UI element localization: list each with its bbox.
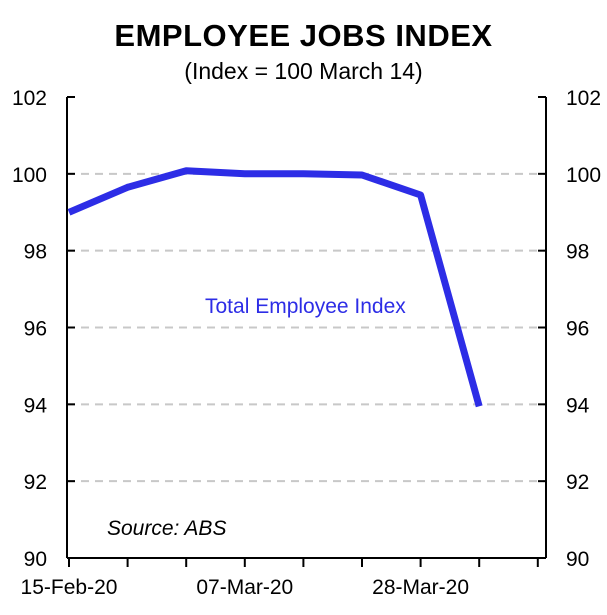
series-label: Total Employee Index bbox=[205, 295, 406, 318]
y-tick-label-left: 90 bbox=[24, 548, 47, 571]
left-y-tick-labels: 90 92 94 96 98 100 102 bbox=[12, 87, 47, 571]
y-tick-label-left: 100 bbox=[12, 164, 47, 187]
right-y-tick-labels: 90 92 94 96 98 100 102 bbox=[566, 87, 601, 571]
y-tick-label-left: 94 bbox=[24, 394, 48, 417]
y-tick-label-right: 102 bbox=[566, 87, 601, 110]
chart-axes bbox=[66, 96, 547, 567]
y-tick-label-left: 102 bbox=[12, 87, 47, 110]
y-tick-label-left: 98 bbox=[24, 241, 47, 264]
chart-subtitle: (Index = 100 March 14) bbox=[184, 58, 423, 84]
y-tick-label-right: 94 bbox=[566, 394, 590, 417]
y-tick-label-right: 98 bbox=[566, 241, 589, 264]
source-note: Source: ABS bbox=[107, 517, 226, 540]
y-tick-label-right: 100 bbox=[566, 164, 601, 187]
y-tick-label-right: 96 bbox=[566, 318, 589, 341]
x-tick-label: 28-Mar-20 bbox=[372, 576, 469, 599]
y-tick-label-right: 92 bbox=[566, 471, 589, 494]
y-tick-label-left: 96 bbox=[24, 318, 47, 341]
x-tick-label: 15-Feb-20 bbox=[21, 576, 118, 599]
chart-title: EMPLOYEE JOBS INDEX bbox=[114, 18, 493, 53]
x-tick-label: 07-Mar-20 bbox=[196, 576, 293, 599]
x-tick-labels: 15-Feb-20 07-Mar-20 28-Mar-20 bbox=[21, 576, 469, 599]
y-tick-label-right: 90 bbox=[566, 548, 589, 571]
gridlines bbox=[67, 172, 546, 483]
series-line bbox=[67, 167, 483, 408]
series-lines bbox=[67, 167, 483, 408]
y-tick-label-left: 92 bbox=[24, 471, 47, 494]
